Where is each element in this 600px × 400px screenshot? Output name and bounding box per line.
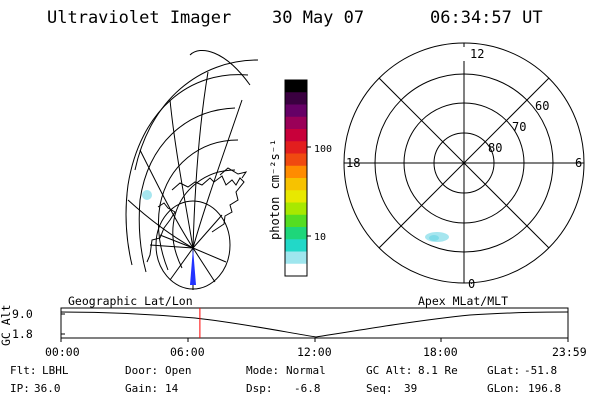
coastlines bbox=[146, 167, 248, 263]
info-door-val: Open bbox=[165, 364, 192, 377]
timeline-frame bbox=[60, 307, 569, 339]
polar-meridian-diag2 bbox=[378, 77, 550, 249]
info-gain-key: Gain: bbox=[125, 382, 159, 395]
x-tick-0600: 06:00 bbox=[170, 345, 205, 359]
mlt-label-0: 0 bbox=[468, 277, 475, 291]
colorbar-block bbox=[285, 129, 307, 142]
y-tick-1-8: 1.8 bbox=[12, 327, 33, 341]
lat-label-60: 60 bbox=[535, 99, 549, 113]
x-tick-0000: 00:00 bbox=[45, 345, 80, 359]
mlt-label-18: 18 bbox=[346, 156, 360, 170]
colorbar-block bbox=[285, 251, 307, 265]
info-dsp-val: -6.8 bbox=[294, 382, 321, 395]
info-ip-val: 36.0 bbox=[34, 382, 61, 395]
colorbar-block bbox=[285, 116, 307, 130]
info-gcalt-val: 8.1 Re bbox=[418, 364, 458, 377]
timeline-left-title: Geographic Lat/Lon bbox=[68, 294, 193, 308]
lat-label-70: 70 bbox=[512, 120, 526, 134]
info-door-key: Door: bbox=[125, 364, 159, 377]
aurora-patch-polar-core bbox=[429, 235, 439, 241]
mlt-label-6: 6 bbox=[575, 156, 582, 170]
colorbar-block bbox=[285, 165, 307, 179]
colorbar-block bbox=[285, 263, 307, 277]
label-bg-12 bbox=[461, 47, 479, 61]
info-dsp-key: Dsp: bbox=[246, 382, 273, 395]
map-graticule bbox=[125, 49, 259, 290]
info-seq-key: Seq: bbox=[366, 382, 393, 395]
instrument-title: Ultraviolet Imager bbox=[47, 8, 232, 28]
colorbar-blocks bbox=[285, 80, 307, 277]
colorbar-block bbox=[285, 80, 307, 93]
colorbar-block bbox=[285, 202, 307, 216]
colorbar-block bbox=[285, 227, 307, 240]
info-flt-key: Flt: bbox=[10, 364, 37, 377]
info-gain-val: 14 bbox=[165, 382, 179, 395]
info-glat-key: GLat: bbox=[487, 364, 521, 377]
x-tick-2359: 23:59 bbox=[552, 345, 587, 359]
y-tick-9: 9.0 bbox=[12, 307, 33, 321]
colorbar-block bbox=[285, 92, 307, 105]
info-gcalt-key: GC Alt: bbox=[366, 364, 413, 377]
colorbar-frame bbox=[284, 79, 308, 277]
colorbar-unit: photon cm⁻²s⁻¹ bbox=[268, 139, 282, 240]
mlt-label-12: 12 bbox=[470, 47, 484, 61]
x-tick-1800: 18:00 bbox=[423, 345, 458, 359]
date-label: 30 May 07 bbox=[272, 8, 365, 28]
colorbar-block bbox=[285, 214, 307, 228]
colorbar-label-100: 100 bbox=[314, 144, 332, 155]
timeline-right-title: Apex MLat/MLT bbox=[418, 294, 509, 308]
sub-satellite-marker bbox=[190, 248, 196, 285]
x-tick-1200: 12:00 bbox=[297, 345, 332, 359]
info-mode-key: Mode: bbox=[246, 364, 280, 377]
lat-label-80: 80 bbox=[488, 141, 502, 155]
info-ip-key: IP: bbox=[10, 382, 30, 395]
info-seq-val: 39 bbox=[404, 382, 418, 395]
info-flt-val: LBHL bbox=[42, 364, 69, 377]
colorbar-block bbox=[285, 153, 307, 167]
colorbar-block bbox=[285, 141, 307, 154]
y-axis-title: GC Alt bbox=[0, 304, 13, 346]
info-glat-val: -51.8 bbox=[524, 364, 558, 377]
info-mode-val: Normal bbox=[286, 364, 326, 377]
info-glon-key: GLon: bbox=[487, 382, 521, 395]
aurora-patch-geo bbox=[142, 190, 152, 200]
time-label: 06:34:57 UT bbox=[430, 8, 543, 28]
colorbar-label-10: 10 bbox=[314, 232, 326, 243]
colorbar-block bbox=[285, 190, 307, 203]
info-glon-val: 196.8 bbox=[528, 382, 562, 395]
altitude-curve bbox=[60, 311, 569, 338]
colorbar-block bbox=[285, 104, 307, 118]
colorbar-block bbox=[285, 239, 307, 252]
colorbar-block bbox=[285, 178, 307, 191]
